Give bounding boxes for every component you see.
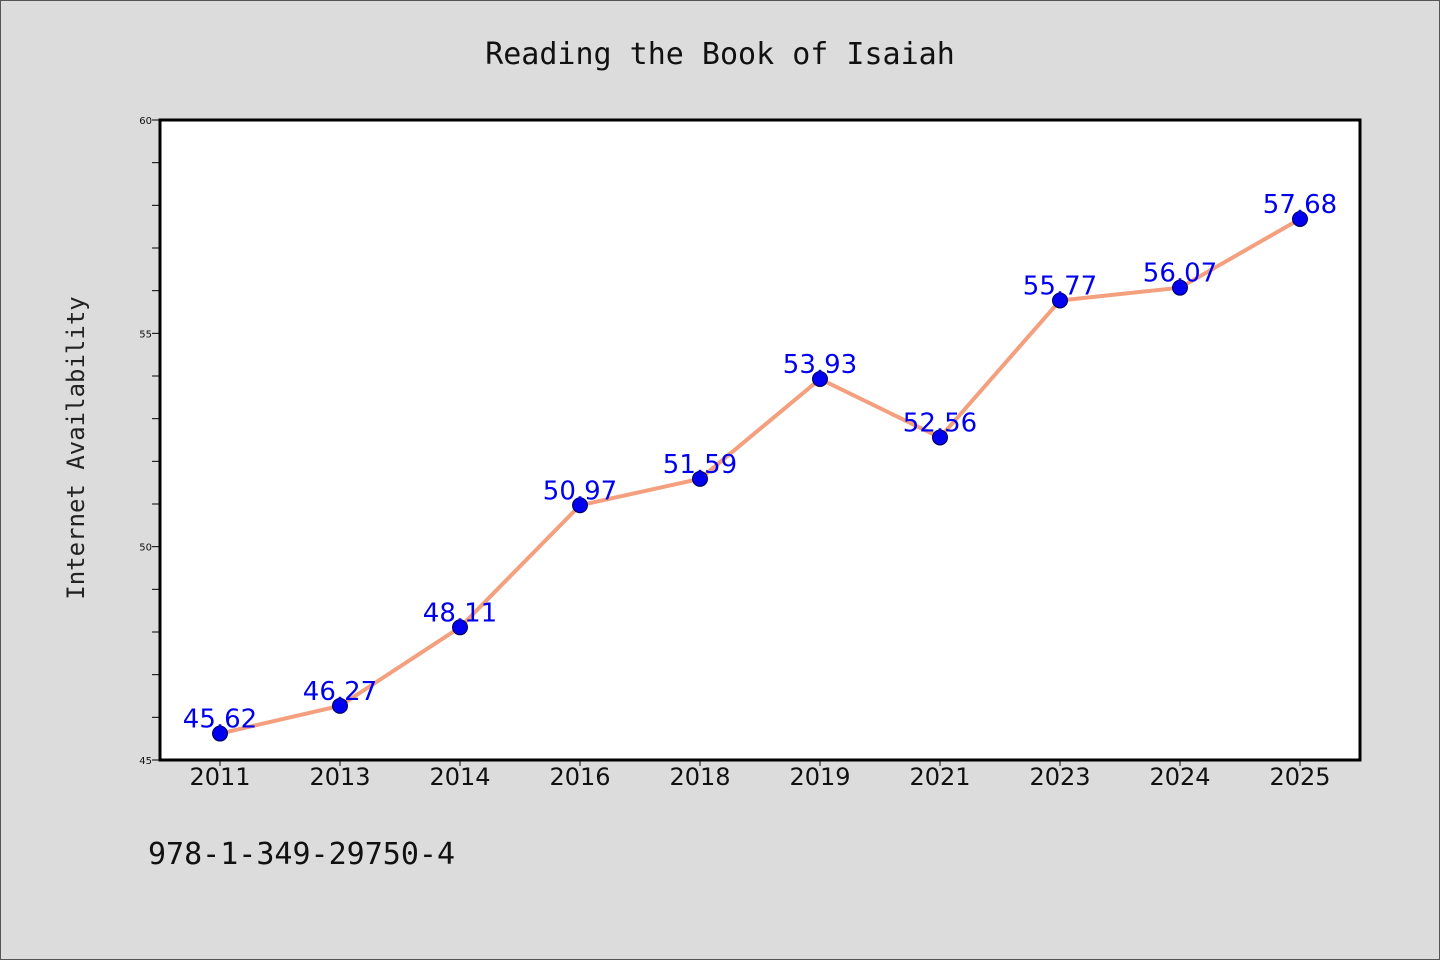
data-point [332, 697, 348, 714]
x-tick-label: 2011 [189, 763, 250, 791]
x-tick-label: 2019 [789, 763, 850, 791]
data-point [932, 429, 948, 446]
data-label: 51.59 [663, 450, 737, 480]
x-tick-label: 2023 [1029, 763, 1090, 791]
data-point [572, 497, 588, 514]
chart-title: Reading the Book of Isaiah [485, 37, 955, 72]
x-tick-label: 2014 [429, 763, 490, 791]
data-point [812, 370, 828, 387]
data-point [452, 619, 468, 636]
data-label: 56.07 [1143, 259, 1217, 289]
data-point [1172, 279, 1188, 296]
x-tick-label: 2021 [909, 763, 970, 791]
x-tick-label: 2016 [549, 763, 610, 791]
data-label: 53.93 [783, 350, 857, 380]
x-tick-label: 2018 [669, 763, 730, 791]
y-tick-label: 50 [139, 543, 152, 554]
x-axis: 2011 2013 2014 2016 2018 2019 2021 2023 2024 2025 [189, 760, 1331, 791]
data-point [1052, 292, 1068, 309]
data-point [1292, 210, 1308, 227]
data-label: 46.27 [303, 677, 377, 707]
data-label: 57.68 [1263, 190, 1337, 220]
y-tick-label: 60 [139, 116, 152, 127]
data-label: 55.77 [1023, 271, 1097, 301]
data-label: 50.97 [543, 476, 617, 506]
x-tick-label: 2013 [309, 763, 370, 791]
data-label: 52.56 [903, 408, 977, 438]
series-layer [212, 210, 1308, 742]
y-tick-label: 55 [139, 329, 152, 340]
plot-area [160, 120, 1360, 760]
data-labels: 45.62 46.27 48.11 50.97 51.59 53.93 52.56 55.77… [183, 190, 1337, 735]
data-label: 48.11 [423, 598, 497, 628]
footer-isbn: 978-1-349-29750-4 [148, 837, 455, 872]
y-axis-label: Internet Availability [62, 296, 90, 599]
data-point [212, 725, 228, 742]
x-tick-label: 2025 [1269, 763, 1330, 791]
plot-border [158, 118, 1362, 762]
series-line [218, 216, 1302, 736]
data-label: 45.62 [183, 705, 257, 735]
data-point [692, 470, 708, 487]
x-tick-label: 2024 [1149, 763, 1210, 791]
y-tick-label: 45 [139, 756, 152, 767]
y-axis: 45 50 55 60 [139, 116, 160, 767]
